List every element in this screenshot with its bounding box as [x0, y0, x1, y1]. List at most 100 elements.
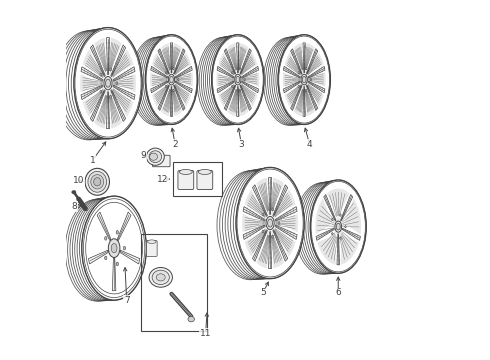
Polygon shape	[285, 52, 301, 77]
Polygon shape	[327, 188, 350, 220]
Ellipse shape	[302, 76, 306, 83]
Ellipse shape	[116, 82, 118, 85]
Polygon shape	[308, 81, 325, 93]
Ellipse shape	[74, 28, 142, 139]
Polygon shape	[252, 185, 268, 216]
Ellipse shape	[94, 178, 101, 186]
Polygon shape	[111, 90, 125, 121]
Polygon shape	[242, 214, 265, 232]
Polygon shape	[269, 232, 271, 269]
Ellipse shape	[149, 151, 162, 163]
Polygon shape	[275, 214, 298, 232]
Polygon shape	[172, 86, 182, 116]
Polygon shape	[291, 49, 302, 74]
Polygon shape	[275, 207, 297, 221]
Text: 1: 1	[90, 156, 96, 165]
Polygon shape	[241, 82, 257, 107]
Polygon shape	[315, 198, 335, 234]
Polygon shape	[341, 194, 353, 221]
Polygon shape	[227, 43, 238, 73]
Ellipse shape	[345, 225, 346, 228]
Polygon shape	[224, 85, 236, 111]
Ellipse shape	[88, 171, 107, 192]
Text: 10: 10	[73, 176, 84, 185]
Polygon shape	[341, 198, 361, 234]
Polygon shape	[112, 87, 133, 117]
Ellipse shape	[173, 90, 174, 92]
Polygon shape	[174, 52, 191, 77]
Ellipse shape	[85, 168, 109, 195]
Ellipse shape	[179, 170, 192, 175]
Polygon shape	[242, 81, 259, 93]
Polygon shape	[112, 49, 133, 80]
Ellipse shape	[306, 67, 307, 69]
Ellipse shape	[152, 270, 170, 284]
Polygon shape	[111, 45, 125, 77]
Polygon shape	[120, 250, 140, 264]
Ellipse shape	[170, 76, 173, 83]
Polygon shape	[158, 85, 170, 111]
Ellipse shape	[173, 67, 174, 69]
Polygon shape	[245, 189, 267, 220]
Polygon shape	[113, 67, 135, 81]
Polygon shape	[283, 66, 300, 78]
Ellipse shape	[278, 35, 330, 125]
Ellipse shape	[236, 167, 304, 279]
FancyBboxPatch shape	[152, 155, 170, 167]
Ellipse shape	[212, 35, 264, 125]
Ellipse shape	[111, 243, 117, 253]
Ellipse shape	[169, 74, 174, 85]
Polygon shape	[113, 85, 135, 100]
Ellipse shape	[244, 78, 245, 81]
Polygon shape	[227, 86, 238, 116]
Polygon shape	[152, 82, 169, 107]
Polygon shape	[82, 49, 104, 80]
Polygon shape	[303, 43, 305, 73]
Ellipse shape	[198, 170, 211, 175]
Ellipse shape	[147, 148, 164, 165]
Polygon shape	[256, 230, 270, 268]
Polygon shape	[238, 43, 248, 73]
Polygon shape	[273, 185, 288, 216]
Polygon shape	[294, 43, 304, 73]
Ellipse shape	[100, 90, 102, 93]
Polygon shape	[217, 72, 234, 87]
Ellipse shape	[298, 72, 299, 74]
FancyBboxPatch shape	[147, 240, 157, 256]
Ellipse shape	[310, 180, 366, 273]
Ellipse shape	[123, 246, 125, 250]
Polygon shape	[243, 225, 265, 239]
Polygon shape	[241, 52, 257, 77]
Polygon shape	[256, 178, 270, 216]
Polygon shape	[158, 49, 170, 74]
Ellipse shape	[110, 95, 112, 98]
Polygon shape	[291, 85, 302, 111]
Ellipse shape	[82, 196, 147, 300]
Ellipse shape	[306, 90, 307, 92]
Ellipse shape	[335, 221, 342, 232]
Ellipse shape	[149, 267, 172, 287]
Ellipse shape	[268, 219, 272, 227]
Polygon shape	[273, 226, 295, 257]
Polygon shape	[285, 82, 301, 107]
Polygon shape	[218, 52, 235, 77]
Ellipse shape	[262, 213, 264, 216]
Polygon shape	[173, 85, 185, 111]
Polygon shape	[273, 189, 295, 220]
Ellipse shape	[239, 67, 241, 69]
Bar	[173, 162, 221, 196]
Bar	[141, 234, 207, 330]
Ellipse shape	[105, 256, 107, 260]
Polygon shape	[245, 226, 267, 257]
Ellipse shape	[146, 35, 197, 125]
Ellipse shape	[332, 218, 333, 221]
Ellipse shape	[340, 237, 341, 239]
Polygon shape	[307, 82, 324, 107]
Text: 8: 8	[72, 202, 77, 211]
Polygon shape	[175, 66, 192, 78]
Ellipse shape	[272, 235, 274, 238]
Polygon shape	[89, 250, 108, 264]
Polygon shape	[243, 207, 265, 221]
Text: 12: 12	[157, 175, 168, 184]
Ellipse shape	[239, 90, 241, 92]
